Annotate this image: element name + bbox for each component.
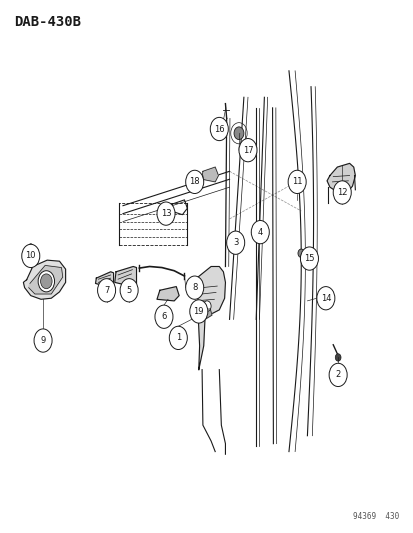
Circle shape bbox=[251, 221, 268, 244]
Circle shape bbox=[38, 271, 55, 292]
Text: 13: 13 bbox=[160, 209, 171, 218]
Text: 9: 9 bbox=[40, 336, 45, 345]
Polygon shape bbox=[95, 272, 113, 288]
Circle shape bbox=[185, 276, 203, 300]
Text: 10: 10 bbox=[26, 252, 36, 261]
Circle shape bbox=[229, 237, 239, 250]
Circle shape bbox=[97, 279, 115, 302]
Circle shape bbox=[300, 247, 318, 270]
Text: 1: 1 bbox=[175, 334, 180, 342]
Polygon shape bbox=[326, 164, 354, 192]
Polygon shape bbox=[197, 266, 225, 369]
Circle shape bbox=[316, 287, 334, 310]
Circle shape bbox=[210, 117, 228, 141]
Circle shape bbox=[226, 231, 244, 254]
Text: DAB-430B: DAB-430B bbox=[14, 15, 81, 29]
Text: 15: 15 bbox=[304, 254, 314, 263]
Polygon shape bbox=[28, 265, 63, 294]
Text: 6: 6 bbox=[161, 312, 166, 321]
Polygon shape bbox=[114, 266, 136, 287]
Circle shape bbox=[40, 274, 52, 289]
Text: 3: 3 bbox=[233, 238, 238, 247]
Circle shape bbox=[202, 301, 211, 311]
Circle shape bbox=[157, 202, 175, 225]
Circle shape bbox=[233, 127, 243, 140]
Text: 94369  430: 94369 430 bbox=[353, 512, 399, 521]
Circle shape bbox=[34, 329, 52, 352]
Circle shape bbox=[287, 170, 306, 193]
Text: 8: 8 bbox=[192, 283, 197, 292]
Text: 18: 18 bbox=[189, 177, 199, 187]
Polygon shape bbox=[199, 309, 211, 319]
Text: 19: 19 bbox=[193, 307, 204, 316]
Circle shape bbox=[238, 139, 256, 162]
Circle shape bbox=[297, 249, 304, 257]
Circle shape bbox=[189, 300, 207, 323]
Circle shape bbox=[169, 326, 187, 350]
Circle shape bbox=[22, 244, 40, 268]
Polygon shape bbox=[202, 167, 218, 182]
Circle shape bbox=[120, 279, 138, 302]
Text: 17: 17 bbox=[242, 146, 253, 155]
Text: 12: 12 bbox=[336, 188, 347, 197]
Circle shape bbox=[185, 170, 203, 193]
Polygon shape bbox=[24, 260, 65, 300]
Bar bbox=[119, 203, 186, 245]
Circle shape bbox=[256, 233, 263, 242]
Circle shape bbox=[332, 181, 350, 204]
Text: 14: 14 bbox=[320, 294, 330, 303]
Text: 7: 7 bbox=[104, 286, 109, 295]
Circle shape bbox=[328, 364, 347, 386]
Text: 11: 11 bbox=[291, 177, 301, 187]
Text: 2: 2 bbox=[335, 370, 340, 379]
Circle shape bbox=[335, 354, 340, 361]
Circle shape bbox=[28, 244, 33, 250]
Text: 16: 16 bbox=[214, 125, 224, 133]
Circle shape bbox=[154, 305, 173, 328]
Text: 5: 5 bbox=[126, 286, 131, 295]
Polygon shape bbox=[157, 287, 179, 301]
Text: 4: 4 bbox=[257, 228, 262, 237]
